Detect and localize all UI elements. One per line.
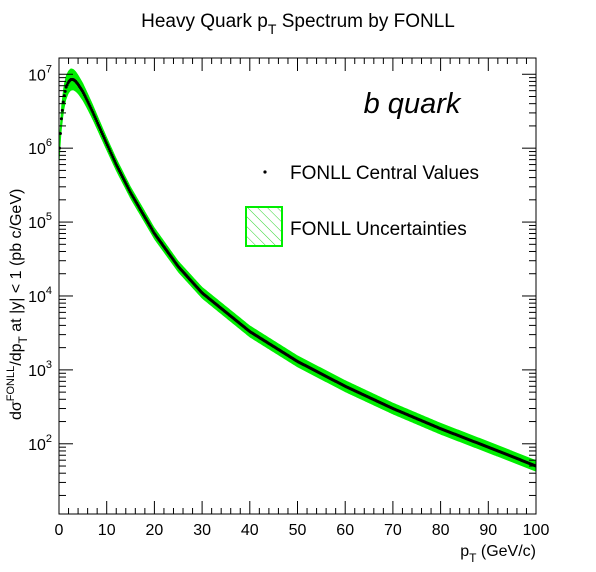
legend-uncert-swatch [245, 206, 283, 247]
legend-uncert-label: FONLL Uncertainties [290, 219, 467, 240]
y-axis-label: dσFONLL/dpT at |y| < 1 (pb c/GeV) [5, 189, 30, 420]
legend-central-label: FONLL Central Values [290, 163, 479, 184]
x-tick-label: 70 [384, 522, 402, 539]
central-point [59, 131, 62, 135]
x-tick-label: 100 [523, 522, 550, 539]
x-tick-label: 90 [479, 522, 497, 539]
uncertainty-band [59, 68, 536, 472]
x-tick-label: 20 [146, 522, 164, 539]
x-tick-label: 80 [432, 522, 450, 539]
y-tick-label: 104 [28, 285, 52, 306]
x-tick-label: 30 [193, 522, 211, 539]
central-point [59, 117, 63, 121]
x-tick-label: 50 [289, 522, 307, 539]
x-tick-label: 0 [55, 522, 64, 539]
central-point [61, 100, 65, 104]
y-tick-label: 106 [28, 137, 52, 158]
legend: FONLL Central Values FONLL Uncertainties [245, 163, 479, 247]
b-quark-annotation: b quark [364, 88, 462, 120]
y-tick-label: 102 [28, 433, 52, 454]
y-tick-label: 105 [28, 211, 52, 232]
legend-central-marker [263, 170, 267, 174]
plot-frame [58, 57, 537, 515]
chart-title: Heavy Quark pT Spectrum by FONLL [141, 11, 455, 37]
y-tick-label: 107 [28, 63, 52, 84]
x-axis-label: pT (GeV/c) [460, 543, 536, 565]
x-tick-label: 40 [241, 522, 259, 539]
y-tick-label: 103 [28, 359, 52, 380]
central-point [60, 108, 64, 112]
y-axis-ticks: 102 103 104 105 106 107 [28, 63, 536, 496]
x-axis-ticks: 0 10 20 30 40 50 60 70 80 90 100 [55, 58, 550, 539]
x-tick-label: 10 [98, 522, 116, 539]
x-tick-label: 60 [336, 522, 354, 539]
central-points [59, 77, 536, 468]
